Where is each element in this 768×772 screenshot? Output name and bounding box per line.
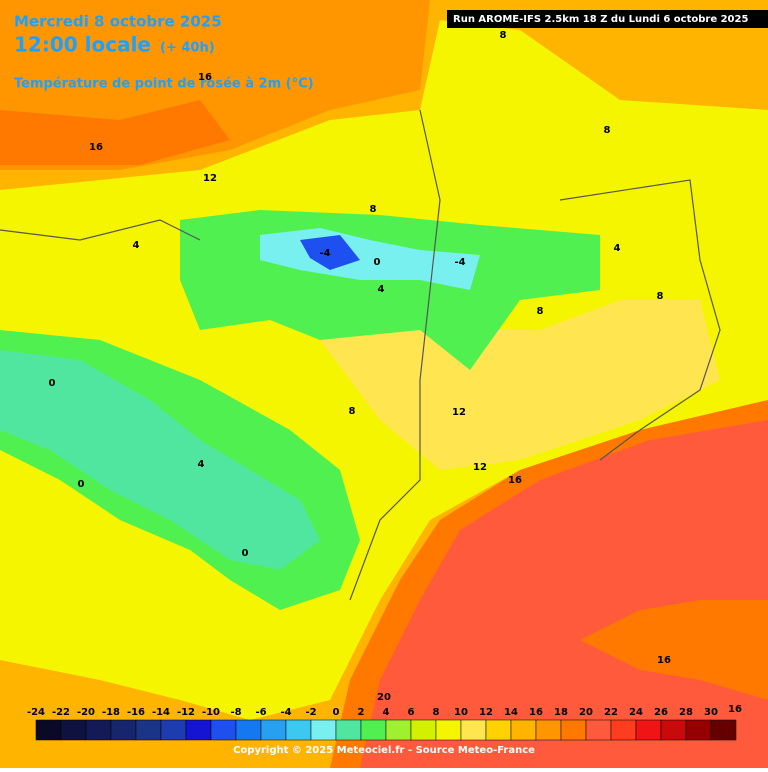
lead: (+ 40h) [160, 41, 215, 56]
contour-label: 16 [198, 72, 212, 83]
contour-label: 8 [349, 406, 356, 417]
colorbar-label: 8 [433, 707, 440, 718]
run-info: Run AROME-IFS 2.5km 18 Z du Lundi 6 octo… [453, 14, 748, 25]
colorbar-label: 0 [333, 707, 340, 718]
colorbar-swatch [560, 719, 587, 741]
colorbar-swatch [510, 719, 537, 741]
blue-zone [300, 235, 360, 270]
colorbar-label: -8 [230, 707, 241, 718]
contour-label: 16 [657, 655, 671, 666]
run-box [447, 10, 768, 28]
contour-label: 12 [203, 173, 217, 184]
colorbar-swatch [660, 719, 687, 741]
contour-label: 16 [728, 704, 742, 715]
colorbar-swatch [60, 719, 87, 741]
colorbar-label: 4 [383, 707, 390, 718]
contour-label: 0 [374, 257, 381, 268]
colorbar-swatch [110, 719, 137, 741]
colorbar-swatch [710, 719, 737, 741]
colorbar-label: 28 [679, 707, 693, 718]
contour-label: -4 [319, 248, 330, 259]
contour-label: 0 [242, 548, 249, 559]
colorbar-label: -22 [52, 707, 70, 718]
dark-orange-zone [0, 100, 230, 165]
colorbar-swatch [385, 719, 412, 741]
teal-zone [0, 350, 320, 570]
contour-label: 20 [377, 692, 391, 703]
colorbar-label: 20 [579, 707, 593, 718]
colorbar-swatch [360, 719, 387, 741]
date: Mercredi 8 octobre 2025 [14, 13, 222, 31]
colorbar-swatch [460, 719, 487, 741]
time: 12:00 locale [14, 33, 151, 57]
colorbar-swatch [410, 719, 437, 741]
contour-label: 4 [378, 284, 385, 295]
colorbar-label: 30 [704, 707, 718, 718]
contour-label: 16 [89, 142, 103, 153]
colorbar-swatch [35, 719, 62, 741]
colorbar-label: -6 [255, 707, 266, 718]
colorbar-label: 24 [629, 707, 643, 718]
contour-label: 12 [473, 462, 487, 473]
border-line [0, 109, 721, 601]
colorbar-swatch [585, 719, 612, 741]
copyright: Copyright © 2025 Meteociel.fr - Source M… [233, 745, 535, 756]
colorbar-label: -4 [280, 707, 291, 718]
colorbar-swatch [285, 719, 312, 741]
colorbar-label: -24 [27, 707, 45, 718]
colorbar-swatch [135, 719, 162, 741]
colorbar-label: -14 [152, 707, 170, 718]
colorbar-label: 6 [408, 707, 415, 718]
colorbar-label: 10 [454, 707, 468, 718]
colorbar-swatch [160, 719, 187, 741]
colorbar-swatch [685, 719, 712, 741]
colorbar-label: -16 [127, 707, 145, 718]
colorbar-swatch [85, 719, 112, 741]
colorbar-label: -2 [305, 707, 316, 718]
contour-label: 8 [537, 306, 544, 317]
colorbar-swatch [335, 719, 362, 741]
colorbar-label: 12 [479, 707, 493, 718]
colorbar-label: -20 [77, 707, 95, 718]
subtitle: Température de point de rosée à 2m (°C) [14, 77, 314, 92]
colorbar-swatch [185, 719, 212, 741]
colorbar-swatch [235, 719, 262, 741]
colorbar-swatch [535, 719, 562, 741]
colorbar-label: -12 [177, 707, 195, 718]
contour-label: 0 [78, 479, 85, 490]
sea-orange-zone [580, 600, 768, 700]
colorbar-swatch [210, 719, 237, 741]
contour-label: 8 [657, 291, 664, 302]
contour-label: 4 [614, 243, 621, 254]
contour-label: 8 [370, 204, 377, 215]
colorbar-swatch [435, 719, 462, 741]
colorbar-swatch [485, 719, 512, 741]
colorbar-label: 18 [554, 707, 568, 718]
colorbar-label: 16 [529, 707, 543, 718]
colorbar-label: 14 [504, 707, 518, 718]
contour-label: 12 [452, 407, 466, 418]
colorbar-swatch [310, 719, 337, 741]
colorbar-label: -18 [102, 707, 120, 718]
colorbar-label: 26 [654, 707, 668, 718]
sea-zone [360, 420, 768, 768]
contour-label: 8 [500, 30, 507, 41]
colorbar-swatch [635, 719, 662, 741]
contour-label: 4 [133, 240, 140, 251]
colorbar-swatch [610, 719, 637, 741]
colorbar-swatch [260, 719, 287, 741]
contour-label: 0 [49, 378, 56, 389]
colorbar-label: 22 [604, 707, 618, 718]
contour-label: 8 [604, 125, 611, 136]
colorbar-label: -10 [202, 707, 220, 718]
colorbar-label: 2 [358, 707, 365, 718]
contour-label: 4 [198, 459, 205, 470]
contour-label: -4 [454, 257, 465, 268]
contour-label: 16 [508, 475, 522, 486]
